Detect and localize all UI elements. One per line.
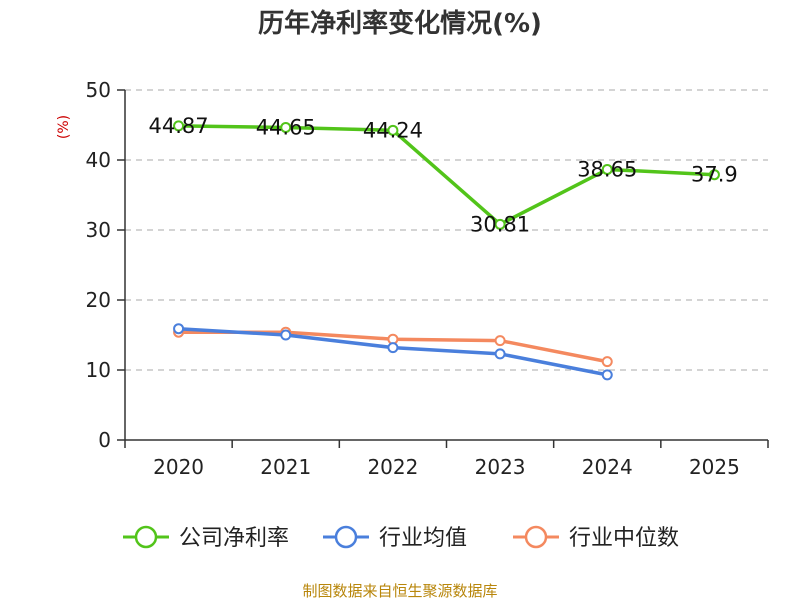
- data-point: [280, 121, 292, 133]
- series-line-0: [178, 124, 715, 227]
- y-axis-label: (%): [56, 115, 72, 139]
- data-label: 44.65: [256, 115, 316, 139]
- x-tick-label: 2023: [475, 455, 526, 479]
- data-label: 30.81: [470, 212, 530, 236]
- legend-label: 公司净利率: [179, 526, 289, 551]
- data-point: [494, 348, 506, 360]
- x-tick-label: 2025: [689, 455, 740, 479]
- data-point: [494, 335, 506, 347]
- legend-label: 行业中位数: [569, 526, 679, 551]
- legend-marker: [334, 525, 358, 549]
- y-tick-label: 30: [86, 218, 111, 242]
- data-point: [173, 323, 185, 335]
- y-tick-label: 0: [98, 428, 111, 452]
- data-point: [601, 356, 613, 368]
- chart-title: 历年净利率变化情况(%): [258, 8, 542, 39]
- data-label: 38.65: [577, 157, 637, 181]
- source-note: 制图数据来自恒生聚源数据库: [302, 582, 497, 600]
- legend-item-0[interactable]: 公司净利率: [123, 525, 289, 551]
- y-tick-label: 10: [86, 358, 111, 382]
- axes: 0 10 20 30 40 50 2020 2021 2022 2023 2024 2025: [86, 78, 769, 479]
- data-point: [601, 163, 613, 175]
- data-point: [387, 342, 399, 354]
- legend-item-1[interactable]: 行业均值: [323, 525, 467, 551]
- data-labels: 44.87 44.65 44.24 30.81 38.65 37.9: [149, 114, 738, 236]
- y-tick-label: 20: [86, 288, 111, 312]
- grid: [125, 89, 768, 371]
- x-tick-label: 2024: [582, 455, 633, 479]
- legend-marker: [524, 525, 548, 549]
- data-label: 44.87: [149, 114, 209, 138]
- legend-label: 行业均值: [379, 526, 467, 551]
- legend-item-2[interactable]: 行业中位数: [513, 525, 679, 551]
- series: [173, 120, 720, 381]
- data-point: [173, 120, 185, 132]
- data-label: 44.24: [363, 118, 423, 142]
- y-tick-label: 40: [86, 148, 111, 172]
- legend[interactable]: 公司净利率 行业均值 行业中位数: [123, 525, 679, 551]
- x-tick-label: 2021: [260, 455, 311, 479]
- data-point: [494, 218, 506, 230]
- data-label: 37.9: [691, 163, 738, 187]
- y-tick-label: 50: [86, 78, 111, 102]
- data-point: [387, 124, 399, 136]
- x-tick-label: 2020: [153, 455, 204, 479]
- data-point: [708, 169, 720, 181]
- data-point: [280, 329, 292, 341]
- legend-marker: [134, 525, 158, 549]
- data-point: [601, 369, 613, 381]
- x-tick-label: 2022: [367, 455, 418, 479]
